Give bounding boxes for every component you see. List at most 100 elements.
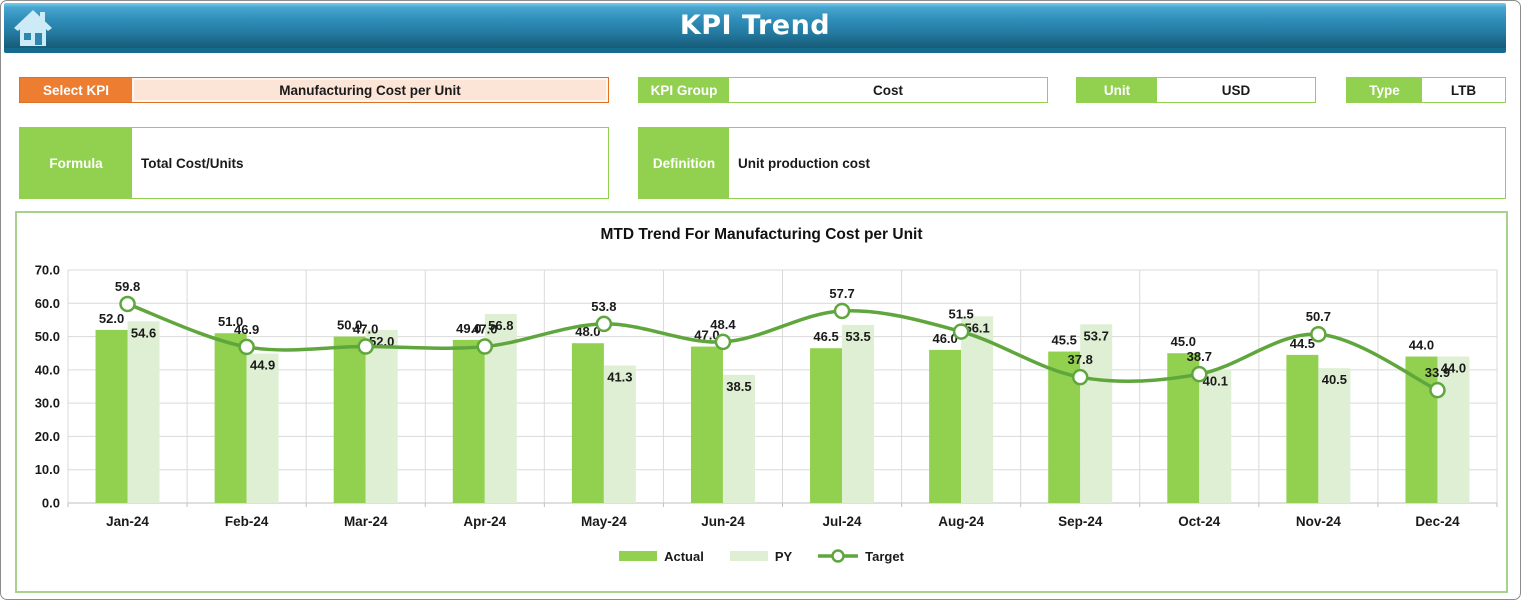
data-label-target: 37.8 xyxy=(1068,352,1093,367)
target-marker xyxy=(1310,325,1327,343)
target-marker xyxy=(833,302,851,320)
target-marker xyxy=(1191,365,1208,383)
bar-py xyxy=(365,329,398,503)
legend-label: Actual xyxy=(664,548,704,564)
formula-value: Total Cost/Units xyxy=(132,128,608,198)
data-label-actual: 44.5 xyxy=(1290,336,1315,351)
x-axis-label: Dec-24 xyxy=(1415,514,1460,529)
bar-py xyxy=(603,365,636,503)
legend-item-py: PY xyxy=(729,548,793,564)
kpi-group-value: Cost xyxy=(729,78,1047,102)
y-axis-tick-label: 10.0 xyxy=(35,462,60,477)
y-axis-tick-label: 50.0 xyxy=(35,329,60,344)
x-axis-label: May-24 xyxy=(581,514,627,529)
page-title: KPI Trend xyxy=(679,10,831,41)
x-axis-label: Apr-24 xyxy=(463,514,506,529)
x-axis-label: Aug-24 xyxy=(938,514,984,529)
unit-field: Unit USD xyxy=(1076,77,1316,103)
bar-actual xyxy=(452,339,485,503)
data-label-actual: 49.0 xyxy=(456,321,481,336)
bar-actual xyxy=(214,333,247,503)
legend-label: PY xyxy=(774,548,793,564)
target-marker xyxy=(952,323,970,340)
legend-swatch xyxy=(729,551,768,561)
bar-py xyxy=(842,324,875,503)
target-line xyxy=(126,302,1439,392)
target-marker xyxy=(595,315,613,333)
select-kpi-label: Select KPI xyxy=(20,78,132,102)
data-label-target: 50.7 xyxy=(1306,309,1331,324)
y-axis-tick-label: 20.0 xyxy=(35,429,60,444)
bar-actual xyxy=(929,349,962,503)
data-label-py: 53.7 xyxy=(1084,328,1109,343)
data-label-py: 40.5 xyxy=(1322,372,1347,387)
kpi-group-label: KPI Group xyxy=(639,78,729,102)
chart-panel: MTD Trend For Manufacturing Cost per Uni… xyxy=(15,211,1508,593)
y-axis-tick-label: 70.0 xyxy=(35,263,60,278)
select-kpi-field: Select KPI Manufacturing Cost per Unit xyxy=(19,77,609,103)
bar-py xyxy=(722,374,755,503)
data-label-target: 33.9 xyxy=(1425,365,1450,380)
data-label-py: 38.5 xyxy=(726,379,751,394)
x-axis-label: Feb-24 xyxy=(225,514,269,529)
chart-legend: Actual PY Target xyxy=(17,546,1506,566)
data-label-target: 51.5 xyxy=(948,307,973,322)
x-axis-label: Jul-24 xyxy=(823,514,863,529)
formula-field: Formula Total Cost/Units xyxy=(19,127,609,199)
data-label-target: 47.0 xyxy=(353,322,378,337)
bar-actual xyxy=(571,343,604,503)
kpi-group-field: KPI Group Cost xyxy=(638,77,1048,103)
data-label-py: 44.0 xyxy=(1441,361,1466,376)
x-axis-label: Nov-24 xyxy=(1296,514,1342,529)
bar-py xyxy=(127,321,160,503)
target-marker xyxy=(357,338,374,355)
data-label-actual: 52.0 xyxy=(99,311,124,326)
bar-actual xyxy=(333,336,366,503)
unit-label: Unit xyxy=(1077,78,1157,102)
x-axis-label: Jun-24 xyxy=(701,514,745,529)
bar-py xyxy=(1318,368,1351,503)
data-label-actual: 44.0 xyxy=(1409,338,1434,353)
data-label-target: 59.8 xyxy=(115,279,140,294)
x-axis-label: Jan-24 xyxy=(106,514,149,529)
data-label-actual: 51.0 xyxy=(218,314,243,329)
data-label-py: 44.9 xyxy=(250,358,275,373)
data-label-actual: 47.0 xyxy=(694,328,719,343)
bar-actual xyxy=(1286,354,1319,503)
bar-actual xyxy=(95,329,128,503)
data-label-py: 56.1 xyxy=(964,320,989,335)
type-value: LTB xyxy=(1422,78,1505,102)
data-label-py: 41.3 xyxy=(607,370,632,385)
target-marker xyxy=(476,338,494,355)
bar-py xyxy=(1199,369,1232,503)
data-label-actual: 48.0 xyxy=(575,324,600,339)
definition-field: Definition Unit production cost xyxy=(638,127,1506,199)
unit-value: USD xyxy=(1157,78,1315,102)
target-marker xyxy=(1071,368,1089,386)
data-label-actual: 50.0 xyxy=(337,318,362,333)
definition-label: Definition xyxy=(639,128,729,198)
data-label-target: 46.9 xyxy=(234,322,259,337)
data-label-actual: 46.0 xyxy=(932,331,957,346)
data-label-actual: 45.5 xyxy=(1052,333,1077,348)
x-axis-label: Oct-24 xyxy=(1178,514,1221,529)
x-axis-label: Mar-24 xyxy=(344,514,388,529)
legend-swatch xyxy=(619,551,658,561)
target-marker xyxy=(238,338,255,356)
bar-py xyxy=(1080,324,1113,503)
chart-title: MTD Trend For Manufacturing Cost per Uni… xyxy=(600,226,923,243)
y-axis-tick-label: 0.0 xyxy=(42,496,60,511)
select-kpi-value[interactable]: Manufacturing Cost per Unit xyxy=(132,78,608,102)
legend-item-actual: Actual xyxy=(619,549,704,564)
bar-actual xyxy=(810,348,843,503)
home-icon[interactable] xyxy=(12,7,54,49)
target-marker xyxy=(119,295,136,313)
data-label-py: 53.5 xyxy=(845,329,870,344)
bar-py xyxy=(1437,356,1470,503)
legend-label: Target xyxy=(865,548,904,564)
y-axis-tick-label: 30.0 xyxy=(35,396,60,411)
data-label-actual: 46.5 xyxy=(813,329,838,344)
bar-py xyxy=(246,353,279,503)
data-label-actual: 45.0 xyxy=(1171,334,1196,349)
